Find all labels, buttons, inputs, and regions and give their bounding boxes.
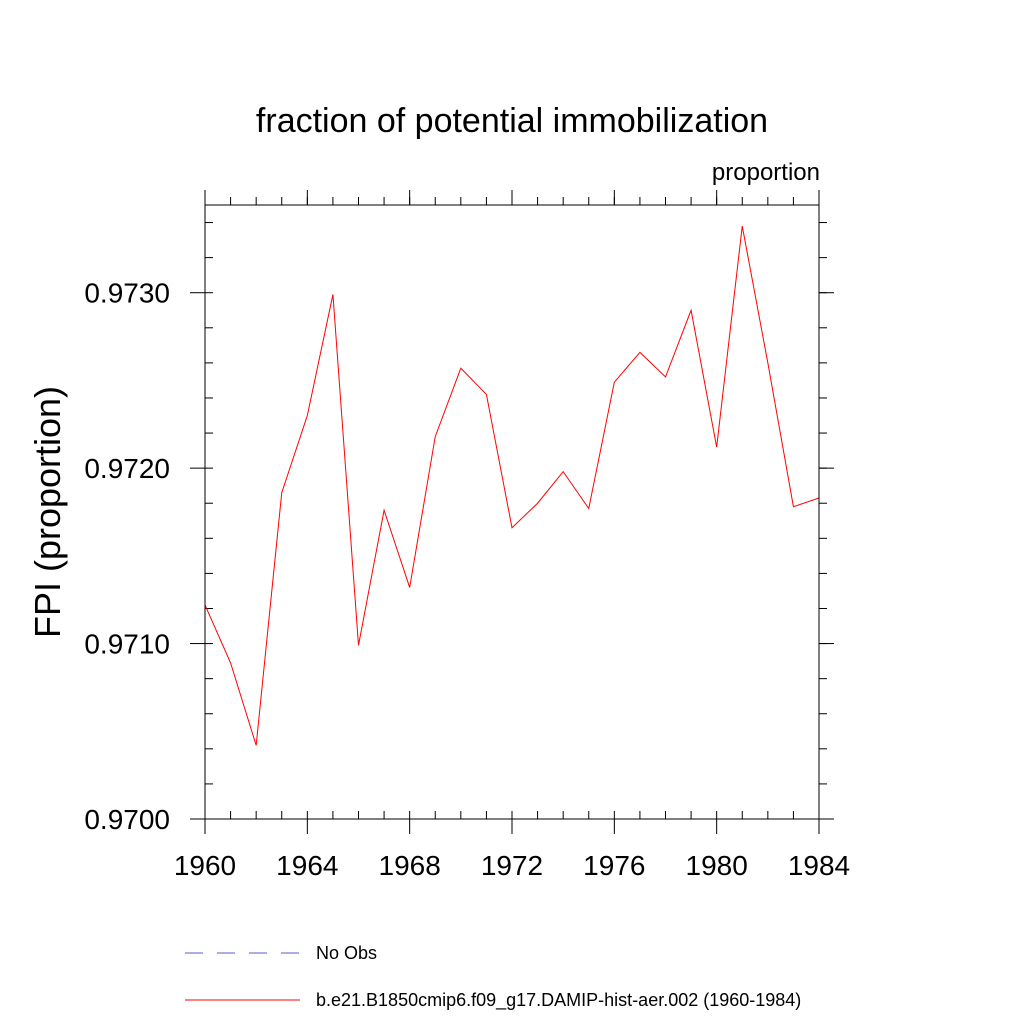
- y-axis-label: FPI (proportion): [27, 386, 68, 638]
- x-tick-label: 1972: [481, 850, 543, 881]
- y-tick-label: 0.9700: [84, 804, 170, 835]
- y-tick-label: 0.9710: [84, 629, 170, 660]
- x-tick-label: 1968: [379, 850, 441, 881]
- y-tick-label: 0.9730: [84, 278, 170, 309]
- x-tick-label: 1960: [174, 850, 236, 881]
- axis-ticks: 0.9700 0.9710 0.9720 0.9730 1960 1964 1968 1972…: [84, 190, 850, 881]
- chart-title: fraction of potential immobilization: [256, 102, 768, 140]
- legend: No Obs b.e21.B1850cmip6.f09_g17.DAMIP-hi…: [185, 943, 801, 1011]
- x-tick-label: 1976: [583, 850, 645, 881]
- legend-label-no-obs: No Obs: [316, 943, 377, 963]
- plot-data: [204, 225, 820, 746]
- y-tick-label: 0.9720: [84, 453, 170, 484]
- series-line-1: [204, 225, 820, 746]
- x-tick-label: 1964: [276, 850, 338, 881]
- x-tick-label: 1980: [686, 850, 748, 881]
- x-tick-label: 1984: [788, 850, 850, 881]
- legend-label-model-run: b.e21.B1850cmip6.f09_g17.DAMIP-hist-aer.…: [316, 990, 801, 1011]
- plot-frame: [204, 204, 820, 820]
- chart-subtitle: proportion: [712, 159, 820, 186]
